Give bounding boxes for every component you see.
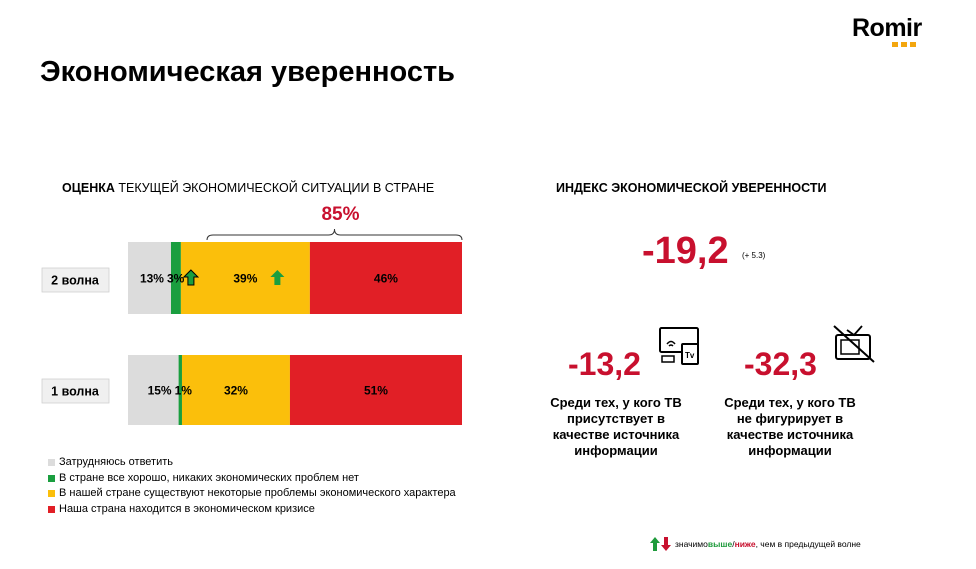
legend-swatch <box>48 474 55 482</box>
footnote-prefix: значимо <box>675 539 708 549</box>
footnote-slash: / <box>732 539 735 549</box>
bar-segment <box>180 242 310 314</box>
legend-item: В нашей стране существуют некоторые проб… <box>48 486 456 502</box>
category-label: 1 волна <box>51 385 100 399</box>
main-index-value: -19,2 <box>642 230 729 272</box>
data-label: 15% <box>148 384 172 398</box>
chart-title-bold: ОЦЕНКА <box>62 181 115 195</box>
main-index-delta: (+ 5.3) <box>742 251 766 260</box>
tv-icon: Tv <box>659 327 699 365</box>
brace <box>206 228 463 241</box>
data-label: 1% <box>175 384 193 398</box>
legend-swatch <box>48 505 55 513</box>
legend-label: В нашей стране существуют некоторые проб… <box>59 487 456 499</box>
up-down-arrows-icon <box>650 537 671 551</box>
arrow-up-green-bordered-icon <box>182 269 200 286</box>
with-tv-value: -13,2 <box>568 346 641 382</box>
legend-item: В стране все хорошо, никаких экономическ… <box>48 471 456 487</box>
page-title: Экономическая уверенность <box>40 56 456 88</box>
data-label: 32% <box>224 384 248 398</box>
arrow-up-green-icon <box>270 270 285 285</box>
no-tv-icon <box>833 325 875 363</box>
category-label-box <box>41 267 110 293</box>
bar-segment <box>309 242 462 314</box>
data-label: 13% <box>140 272 164 286</box>
legend-swatch <box>48 459 55 467</box>
romir-logo: Romir <box>852 14 922 42</box>
data-label: 39% <box>233 272 257 286</box>
data-label: 51% <box>364 384 388 398</box>
brace-label: 85% <box>321 204 359 225</box>
footnote-lower: ниже <box>734 539 756 549</box>
bar-segment <box>178 355 182 425</box>
footnote: значимо выше / ниже, чем в предыдущей волн… <box>650 537 861 551</box>
without-tv-value: -32,3 <box>744 346 817 382</box>
without-tv-text: Среди тех, у кого ТВ не фигурирует в кач… <box>724 395 856 458</box>
category-label-box <box>41 378 110 404</box>
category-label: 2 волна <box>51 274 100 288</box>
legend-item: Затрудняюсь ответить <box>48 455 456 471</box>
bar-segment <box>289 355 462 425</box>
legend-item: Наша страна находится в экономическом кр… <box>48 502 456 518</box>
data-label: 3% <box>167 272 185 286</box>
legend-label: Наша страна находится в экономическом кр… <box>59 502 315 515</box>
chart-title: ОЦЕНКА ТЕКУЩЕЙ ЭКОНОМИЧЕСКОЙ СИТУАЦИИ В … <box>62 181 434 195</box>
chart-title-rest: ТЕКУЩЕЙ ЭКОНОМИЧЕСКОЙ СИТУАЦИИ В СТРАНЕ <box>114 181 435 195</box>
legend-swatch <box>48 490 55 498</box>
footnote-higher: выше <box>707 539 733 549</box>
bar-segment <box>128 355 179 425</box>
chart-legend: Затрудняюсь ответить В стране все хорошо… <box>48 455 456 517</box>
svg-text:Tv: Tv <box>685 351 695 360</box>
bar-segment <box>128 242 171 314</box>
bar-segment <box>170 242 181 314</box>
footnote-suffix: , чем в предыдущей волне <box>755 539 861 549</box>
legend-label: Затрудняюсь ответить <box>59 456 174 468</box>
logo-dots <box>892 42 916 47</box>
bar-segment <box>181 355 290 425</box>
legend-label: В стране все хорошо, никаких экономическ… <box>59 471 359 484</box>
with-tv-text: Среди тех, у кого ТВ присутствует в каче… <box>550 395 682 458</box>
index-title: ИНДЕКС ЭКОНОМИЧЕСКОЙ УВЕРЕННОСТИ <box>556 181 827 195</box>
data-label: 46% <box>374 272 398 286</box>
